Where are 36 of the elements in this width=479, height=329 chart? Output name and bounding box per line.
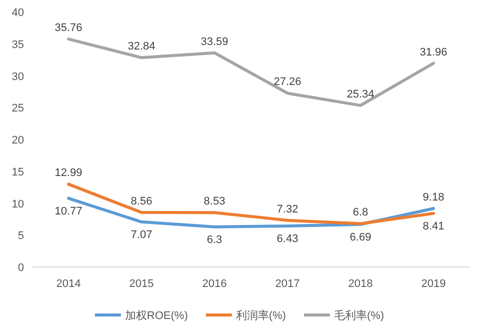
y-tick-label: 20 xyxy=(12,134,24,146)
data-label: 6.3 xyxy=(206,234,222,246)
x-tick-label: 2018 xyxy=(348,278,373,290)
y-tick-label: 30 xyxy=(12,70,24,83)
data-label: 6.43 xyxy=(276,233,298,246)
data-label: 12.99 xyxy=(54,167,82,180)
data-label: 31.96 xyxy=(420,46,448,58)
data-label: 8.56 xyxy=(130,195,152,208)
y-tick-label: 10 xyxy=(12,198,24,210)
y-tick-label: 5 xyxy=(18,230,24,242)
y-tick-label: 0 xyxy=(18,262,24,274)
y-tick-label: 15 xyxy=(12,166,24,178)
data-label: 6.69 xyxy=(350,231,372,244)
y-tick-label: 35 xyxy=(12,38,24,51)
data-label: 6.8 xyxy=(352,206,368,219)
data-label: 35.76 xyxy=(54,22,82,34)
data-label: 8.41 xyxy=(422,220,444,232)
data-label: 32.84 xyxy=(128,40,156,53)
data-label: 7.07 xyxy=(130,228,152,241)
y-tick-label: 40 xyxy=(12,7,24,19)
x-tick-label: 2017 xyxy=(275,278,300,290)
data-label: 25.34 xyxy=(346,88,374,100)
x-tick-label: 2019 xyxy=(421,278,446,290)
x-tick-label: 2016 xyxy=(202,278,227,290)
legend-label: 加权ROE(%) xyxy=(124,309,188,322)
x-tick-label: 2015 xyxy=(129,278,154,290)
data-label: 10.77 xyxy=(54,205,82,218)
legend-label: 利润率(%) xyxy=(236,309,286,322)
y-tick-label: 25 xyxy=(12,102,24,115)
data-label: 33.59 xyxy=(200,36,228,48)
data-label: 27.26 xyxy=(274,76,302,88)
data-label: 9.18 xyxy=(422,191,444,204)
data-label: 7.32 xyxy=(276,203,298,216)
legend-label: 毛利率(%) xyxy=(334,309,384,322)
data-label: 8.53 xyxy=(204,196,226,208)
x-tick-label: 2014 xyxy=(56,278,81,290)
